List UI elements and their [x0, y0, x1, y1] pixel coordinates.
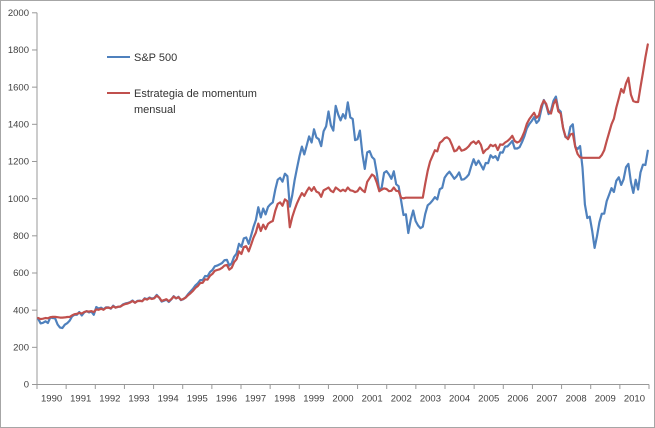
x-year-label: 1991 [70, 394, 91, 405]
y-tick-label: 400 [13, 305, 29, 316]
x-year-label: 2009 [595, 394, 616, 405]
x-year-label: 2010 [624, 394, 645, 405]
x-year-label: 2000 [332, 394, 353, 405]
legend-item-sp500: S&P 500 [107, 50, 266, 66]
y-tick-label: 1400 [8, 120, 29, 131]
x-year-label: 2003 [420, 394, 441, 405]
y-tick-label: 0 [24, 380, 29, 391]
x-year-label: 2004 [449, 394, 470, 405]
momentum-line [37, 43, 649, 321]
y-tick-label: 600 [13, 268, 29, 279]
y-tick-label: 1200 [8, 157, 29, 168]
x-year-label: 1993 [128, 394, 149, 405]
x-year-label: 2007 [536, 394, 557, 405]
legend-label-momentum: Estrategia de momentum mensual [134, 88, 257, 116]
x-year-label: 2006 [507, 394, 528, 405]
chart-legend: S&P 500 Estrategia de momentum mensual [107, 50, 266, 118]
y-tick-label: 1600 [8, 82, 29, 93]
y-tick-label: 1000 [8, 194, 29, 205]
x-year-label: 1996 [216, 394, 237, 405]
x-year-label: 1998 [274, 394, 295, 405]
x-year-label: 1995 [187, 394, 208, 405]
x-year-label: 1990 [41, 394, 62, 405]
legend-line-momentum-icon [107, 92, 130, 94]
y-tick-label: 1800 [8, 45, 29, 56]
legend-line-sp500-icon [107, 56, 130, 58]
x-year-label: 1992 [99, 394, 120, 405]
x-year-label: 2002 [391, 394, 412, 405]
sp500-line [37, 95, 649, 330]
x-year-label: 1994 [158, 394, 179, 405]
x-year-label: 1997 [245, 394, 266, 405]
y-tick-label: 2000 [8, 8, 29, 19]
x-year-label: 1999 [303, 394, 324, 405]
y-tick-label: 200 [13, 343, 29, 354]
legend-label-sp500: S&P 500 [134, 52, 178, 64]
x-year-label: 2001 [362, 394, 383, 405]
x-year-label: 2005 [478, 394, 499, 405]
y-tick-label: 800 [13, 231, 29, 242]
x-year-label: 2008 [566, 394, 587, 405]
legend-item-momentum: Estrategia de momentum mensual [107, 86, 266, 118]
